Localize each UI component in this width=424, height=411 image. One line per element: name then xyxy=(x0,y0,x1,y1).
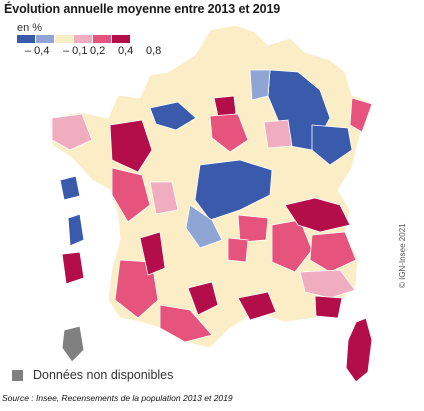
source-note: Source : Insee, Recensements de la popul… xyxy=(2,393,233,403)
region-limousin xyxy=(227,237,249,263)
legend-unit: en % xyxy=(17,22,43,34)
region-pyrenees xyxy=(159,304,213,343)
region-centre-bleu xyxy=(194,159,273,221)
map-title: Évolution annuelle moyenne entre 2013 et… xyxy=(4,2,281,16)
region-alsace xyxy=(349,97,373,133)
legend-swatch xyxy=(112,35,130,43)
region-lorraine xyxy=(311,124,353,166)
legend-tick: 0,8 xyxy=(146,45,162,57)
region-champagne xyxy=(263,119,293,149)
region-savoie xyxy=(309,231,357,273)
region-shapes xyxy=(51,69,373,343)
legend-swatch xyxy=(17,35,35,43)
no-data-label: Données non disponibles xyxy=(33,368,174,382)
no-data-legend: Données non disponibles xyxy=(12,368,173,382)
region-normandie-bleu xyxy=(149,101,197,131)
legend-tick: 0,4 xyxy=(118,45,134,57)
legend-tick: 0,2 xyxy=(90,45,106,57)
legend-swatch xyxy=(74,35,92,43)
island-corse xyxy=(345,317,373,383)
island-martinique xyxy=(67,213,85,247)
island-guadeloupe xyxy=(59,175,81,201)
region-bretagne xyxy=(109,119,153,173)
legend-ticks: – 0,4 – 0,1 0,2 0,4 0,8 xyxy=(17,45,161,59)
region-paris xyxy=(213,95,237,117)
legend-color-scale xyxy=(17,35,131,43)
legend-tick: – 0,1 xyxy=(63,45,88,57)
region-toulouse xyxy=(187,281,219,316)
island-mayotte-reunion xyxy=(61,325,85,363)
region-ardennes xyxy=(249,69,271,101)
legend-swatch xyxy=(55,35,73,43)
region-bordeaux xyxy=(139,231,166,276)
region-centre-bleu-clair xyxy=(185,204,223,249)
legend-tick: – 0,4 xyxy=(25,45,50,57)
region-ile-de-france xyxy=(209,113,249,153)
region-alpes xyxy=(284,197,351,233)
region-auvergne xyxy=(237,214,269,243)
region-montpellier xyxy=(237,291,277,321)
island-guyane xyxy=(61,251,85,285)
legend-swatch xyxy=(36,35,54,43)
region-vendee xyxy=(149,181,179,215)
no-data-swatch xyxy=(12,369,23,381)
map-credit: © IGN-Insee 2021 xyxy=(398,223,407,288)
region-var xyxy=(314,295,343,319)
region-atlantique xyxy=(111,167,151,223)
region-bretagne-ouest xyxy=(51,113,93,151)
region-provence xyxy=(299,269,356,299)
legend-swatch xyxy=(93,35,111,43)
